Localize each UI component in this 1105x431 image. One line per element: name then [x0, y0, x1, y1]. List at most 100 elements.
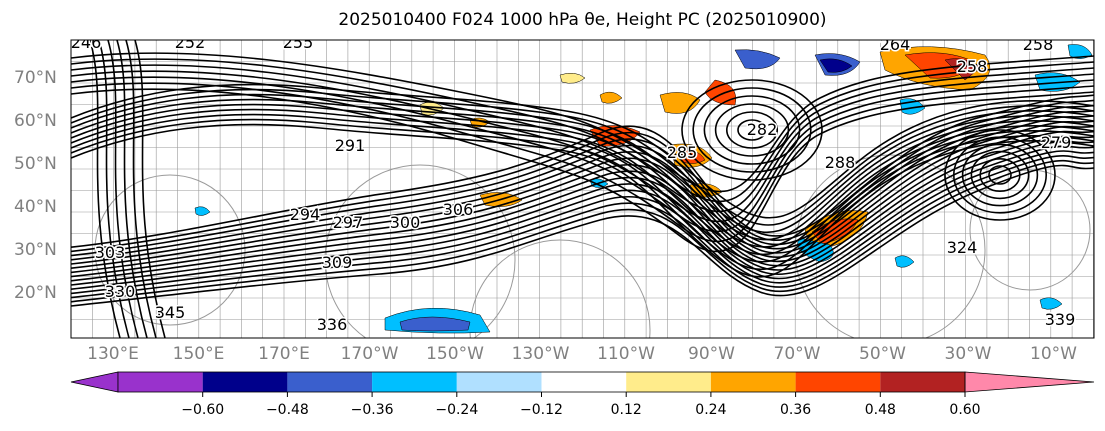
- height-contour: [961, 143, 1039, 207]
- height-contour: [737, 119, 767, 141]
- height-contour: [71, 120, 1094, 269]
- colorbar-segment: [456, 372, 542, 392]
- contour-label: 258: [1023, 35, 1054, 54]
- latitude-label: 20°N: [14, 283, 57, 303]
- height-contour: [71, 118, 1094, 271]
- height-contour: [71, 99, 1094, 253]
- latitude-label: 40°N: [14, 197, 57, 217]
- height-contour: [107, 40, 139, 338]
- colorbar-tick-label: 0.36: [780, 402, 812, 418]
- colorbar-tick-label: −0.12: [520, 402, 563, 418]
- anomaly-patch: [734, 49, 781, 70]
- longitude-label: 10°W: [1030, 344, 1077, 364]
- height-contour: [714, 103, 790, 157]
- height-contour: [703, 95, 801, 165]
- contour-label: 282: [747, 120, 778, 139]
- anomaly-patch: [944, 58, 981, 81]
- colorbar-tick-label: 0.60: [949, 402, 981, 418]
- anomaly-patch: [659, 92, 701, 114]
- contour-label: 264: [880, 35, 911, 54]
- longitude-label: 130°E: [87, 344, 139, 364]
- longitude-label: 110°W: [597, 344, 655, 364]
- height-contour: [71, 115, 1094, 265]
- contour-label: 258: [957, 57, 988, 76]
- contour-label: 300: [390, 213, 421, 232]
- height-contour: [71, 164, 1094, 307]
- contour-label: 285: [667, 143, 698, 162]
- contour-label: 291: [335, 136, 366, 155]
- height-contour: [71, 70, 1094, 223]
- map-title: 2025010400 F024 1000 hPa θe, Height PC (…: [338, 10, 827, 30]
- anomaly-patch: [194, 206, 211, 216]
- contour-label: 252: [175, 33, 206, 52]
- height-contour: [71, 58, 1094, 203]
- height-contour: [71, 82, 1094, 243]
- height-contour: [988, 165, 1012, 185]
- latitude-label: 30°N: [14, 240, 57, 260]
- colorbar-tick-label: −0.60: [181, 402, 225, 418]
- map-frame: [70, 39, 1095, 339]
- height-contour: [71, 123, 1094, 278]
- height-contour: [71, 76, 1094, 233]
- height-contour: [71, 145, 1094, 290]
- longitude-label: 150°W: [426, 344, 484, 364]
- contour-label: 306: [443, 200, 474, 219]
- colorbar-tick-label: 0.48: [864, 402, 896, 418]
- contour-label: 336: [317, 315, 348, 334]
- height-contour: [952, 136, 1047, 214]
- colorbar-segment: [202, 372, 288, 392]
- longitude-label: 150°E: [172, 344, 225, 364]
- anomaly-patch: [894, 255, 915, 268]
- longitude-label: 50°W: [859, 344, 906, 364]
- height-contour: [944, 129, 1056, 221]
- height-contour: [89, 40, 121, 338]
- longitude-label: 170°E: [258, 344, 310, 364]
- latitude-label: 50°N: [14, 154, 57, 174]
- height-contour: [71, 88, 1094, 253]
- contour-label: 255: [283, 33, 314, 52]
- colorbar-tick-label: 0.24: [695, 402, 727, 418]
- contour-label: 246: [71, 33, 102, 52]
- longitude-label: 170°W: [340, 344, 399, 364]
- height-contour: [125, 40, 157, 338]
- height-contour: [725, 111, 778, 149]
- longitude-label: 30°W: [944, 344, 992, 364]
- height-contour: [979, 158, 1021, 193]
- height-contours: [71, 40, 1094, 338]
- height-contour: [71, 64, 1094, 213]
- longitude-label: 90°W: [688, 344, 735, 364]
- height-contour: [71, 140, 1094, 286]
- height-contour: [71, 98, 1094, 241]
- colorbar-segment: [710, 372, 796, 392]
- height-contour: [71, 159, 1094, 303]
- height-contour: [71, 108, 1094, 256]
- colorbar-min-extend: [70, 371, 119, 393]
- contour-label: 339: [1045, 310, 1076, 329]
- contour-label: 288: [825, 153, 856, 172]
- height-contour: [71, 88, 1094, 226]
- colorbar-segment: [287, 372, 373, 392]
- contour-label: 297: [333, 213, 364, 232]
- height-contour: [970, 150, 1030, 200]
- colorbar-segment: [372, 372, 457, 392]
- height-contour: [71, 103, 1094, 248]
- colorbar-segment: [626, 372, 711, 392]
- contour-labels: 246 252 255 264 258 258 291 294 297 300 306 303 309 3…: [71, 33, 1077, 336]
- height-contour: [71, 52, 1094, 193]
- colorbar-max-extend: [964, 371, 1095, 393]
- contour-label: 324: [947, 238, 978, 257]
- latitude-label: 60°N: [14, 111, 57, 131]
- height-contour: [71, 94, 1094, 248]
- height-contour: [116, 40, 148, 338]
- longitude-label: 130°W: [511, 344, 570, 364]
- colorbar-tick-label: −0.36: [350, 402, 394, 418]
- height-contour: [681, 79, 823, 181]
- height-contour: [71, 93, 1094, 234]
- contour-label: 303: [95, 243, 126, 262]
- colorbar-segment: [880, 372, 965, 392]
- colorbar: [70, 371, 1095, 397]
- contour-label: 279: [1041, 133, 1072, 152]
- colorbar-segment: [118, 372, 203, 392]
- height-contour: [134, 40, 166, 338]
- anomaly-patch: [1039, 297, 1063, 310]
